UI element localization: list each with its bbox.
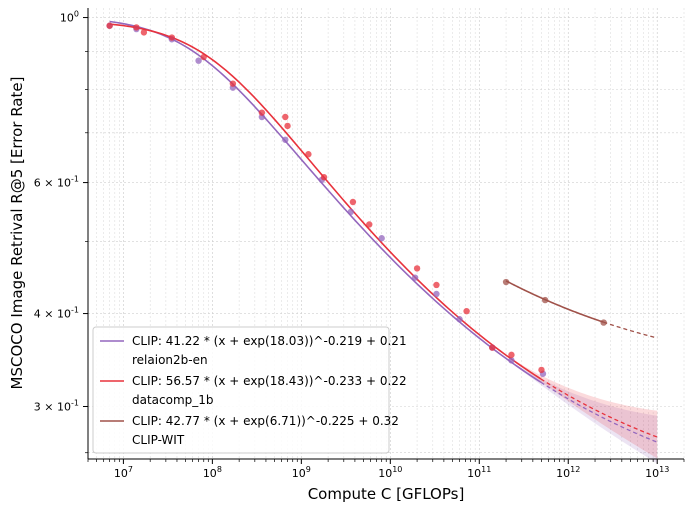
point-datacomp-1b — [200, 53, 207, 61]
x-tick-label: 108 — [203, 465, 222, 480]
x-tick-label: 1013 — [645, 465, 669, 480]
point-relaion2b-en — [282, 136, 289, 143]
point-datacomp-1b — [320, 174, 328, 181]
point-datacomp-1b — [133, 24, 140, 31]
point-relaion2b-en — [195, 57, 202, 64]
point-clip-wit — [502, 278, 510, 286]
fit-curve-relaion2b-en — [109, 20, 542, 383]
y-tick-label: 3 × 10-1 — [34, 398, 79, 413]
y-tick-label: 4 × 10-1 — [34, 306, 79, 321]
point-datacomp-1b — [140, 29, 148, 36]
fit-extrapolation-datacomp-1b — [540, 378, 658, 438]
fit-extrapolation-relaion2b-en — [540, 381, 658, 443]
legend-frame — [92, 326, 390, 454]
point-relaion2b-en — [508, 357, 515, 364]
point-relaion2b-en — [433, 290, 440, 298]
point-clip-wit — [541, 296, 549, 304]
fit-curve-clip-wit — [505, 280, 604, 323]
legend: CLIP: 41.22 * (x + exp(18.03))^-0.219 + … — [92, 326, 407, 454]
x-tick-label: 1012 — [556, 465, 580, 480]
legend-name-datacomp_1b: datacomp_1b — [132, 393, 214, 407]
fit-extrapolation-clip-wit — [603, 321, 658, 339]
point-relaion2b-en — [456, 316, 463, 323]
point-datacomp-1b — [305, 151, 312, 158]
x-axis-title-text: Compute C [GFLOPs] — [308, 485, 465, 503]
point-datacomp-1b — [433, 281, 440, 289]
x-tick-label: 107 — [114, 465, 133, 480]
legend-name-clip-wit: CLIP-WIT — [132, 433, 185, 447]
x-tick-label: 109 — [292, 465, 311, 480]
point-relaion2b-en — [347, 208, 355, 216]
ticks: 107 108 109 1010 1011 1012 1013 100 6 × 10-1 4 × … — [34, 10, 685, 480]
legend-fit-relaion2b-en: CLIP: 41.22 * (x + exp(18.03))^-0.219 + … — [132, 334, 407, 348]
point-datacomp-1b — [508, 351, 515, 359]
point-relaion2b-en — [378, 235, 385, 242]
point-datacomp-1b — [463, 307, 470, 315]
legend-fit-datacomp_1b: CLIP: 56.57 * (x + exp(18.43))^-0.233 + … — [132, 374, 407, 388]
point-datacomp-1b — [258, 109, 266, 116]
point-datacomp-1b — [538, 366, 545, 374]
data-points — [106, 22, 607, 377]
legend-fit-clip-wit: CLIP: 42.77 * (x + exp(6.71))^-0.225 + 0… — [132, 414, 399, 428]
point-datacomp-1b — [349, 198, 357, 206]
y-axis-title: MSCOCO Image Retrival R@5 [Error Rate] — [8, 77, 26, 390]
point-datacomp-1b — [489, 344, 496, 351]
point-datacomp-1b — [366, 221, 373, 228]
point-datacomp-1b — [106, 22, 113, 29]
x-axis-title: Compute C [GFLOPs] — [308, 485, 465, 503]
point-datacomp-1b — [168, 34, 176, 41]
point-clip-wit — [600, 319, 607, 326]
x-tick-label: 1011 — [467, 465, 491, 480]
y-tick-label: 6 × 10-1 — [34, 175, 79, 190]
point-datacomp-1b — [284, 122, 291, 130]
x-tick-label: 1010 — [378, 465, 402, 480]
legend-name-relaion2b-en: relaion2b-en — [132, 353, 208, 367]
point-datacomp-1b — [413, 265, 421, 272]
y-tick-label: 100 — [60, 10, 79, 25]
point-datacomp-1b — [229, 80, 237, 87]
y-axis-title-text: MSCOCO Image Retrival R@5 [Error Rate] — [8, 77, 26, 390]
point-datacomp-1b — [282, 113, 289, 121]
point-relaion2b-en — [411, 274, 419, 281]
